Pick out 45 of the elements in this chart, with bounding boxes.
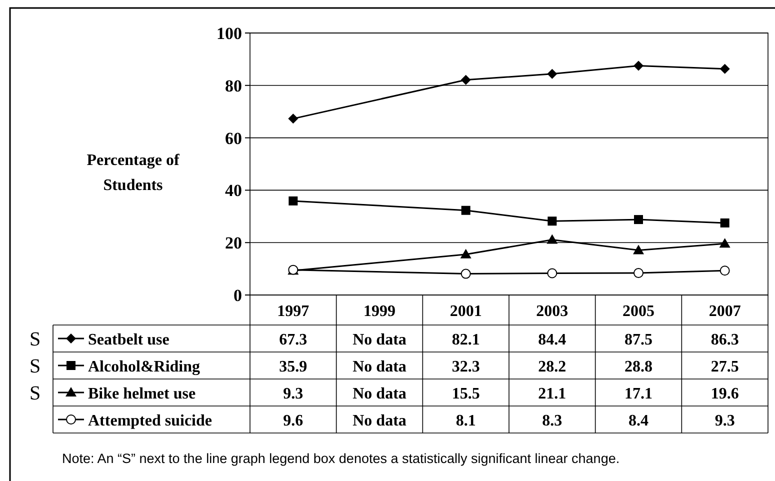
data-label: 17.1 xyxy=(624,386,652,402)
y-tick-label: 60 xyxy=(225,128,242,148)
text: No data xyxy=(352,412,406,430)
text: No data xyxy=(352,386,406,402)
data-label: 67.3 xyxy=(279,332,308,348)
data-label: 9.3 xyxy=(283,386,304,402)
data-label: 21.1 xyxy=(538,386,566,402)
text: S xyxy=(29,356,41,378)
data-label: 86.3 xyxy=(710,332,739,348)
y-axis-title: Percentage of Students xyxy=(86,152,180,194)
legend-label: Seatbelt use xyxy=(88,332,170,348)
text: No data xyxy=(352,358,406,376)
data-label: 28.2 xyxy=(538,358,566,376)
data-label: 8.3 xyxy=(542,412,562,430)
data-label: 28.8 xyxy=(624,358,652,376)
data-label: 32.3 xyxy=(452,358,480,376)
legend-label: Attempted suicide xyxy=(88,412,212,430)
y-tick-label: 0 xyxy=(234,286,242,305)
x-tick-label: 1997 xyxy=(277,303,310,320)
data-label: 19.6 xyxy=(710,386,739,402)
y-tick-label: 20 xyxy=(225,234,242,253)
x-tick-label: 2005 xyxy=(622,303,654,320)
data-label: 9.3 xyxy=(714,412,735,430)
x-tick-label: 1999 xyxy=(364,303,396,320)
data-label: 84.4 xyxy=(538,332,566,348)
y-tick-label: 40 xyxy=(225,181,242,200)
text: Note: An “S” next to the line graph legend box denotes a statistically significant linear change. xyxy=(62,451,620,466)
x-tick-label: 2001 xyxy=(450,303,482,320)
text: No data xyxy=(352,332,406,348)
data-label: 87.5 xyxy=(624,332,652,348)
x-tick-label: 2003 xyxy=(536,303,568,320)
y-tick-label: 100 xyxy=(216,24,242,43)
data-label: 15.5 xyxy=(452,386,480,402)
x-tick-label: 2007 xyxy=(708,303,741,320)
y-tick-label: 80 xyxy=(225,76,242,96)
legend-label: Bike helmet use xyxy=(88,386,196,402)
data-label: 82.1 xyxy=(452,332,480,348)
data-label: 35.9 xyxy=(279,358,308,376)
text: S xyxy=(29,382,41,404)
data-label: 27.5 xyxy=(710,358,739,376)
data-label: 8.4 xyxy=(628,412,648,430)
data-label: 8.1 xyxy=(456,412,476,430)
legend-label: Alcohol&Riding xyxy=(88,358,200,376)
text: S xyxy=(29,328,41,350)
data-label: 9.6 xyxy=(283,412,304,430)
